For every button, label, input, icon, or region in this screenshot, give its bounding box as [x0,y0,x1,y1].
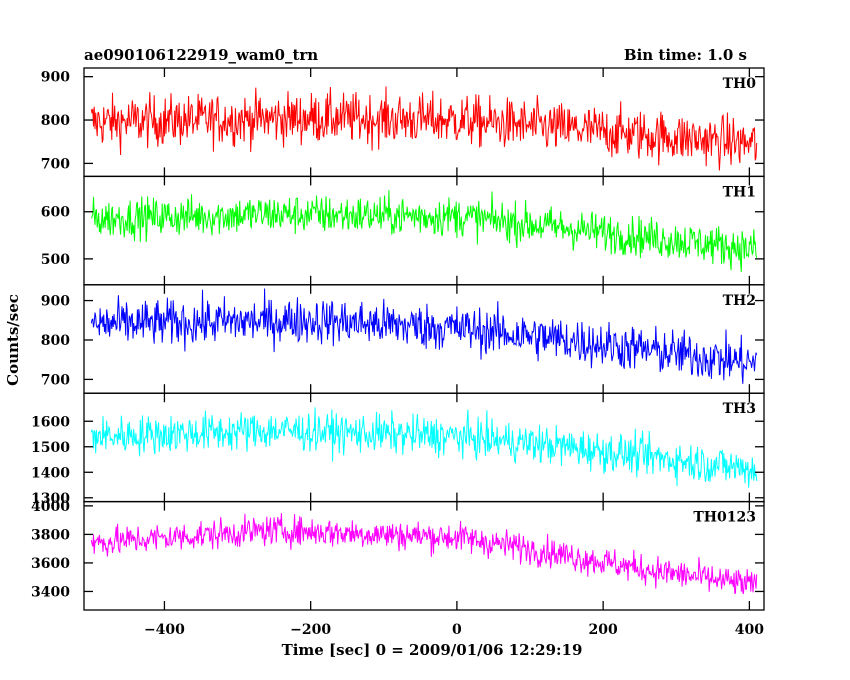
series-label-th0: TH0 [723,76,757,92]
series-line-th1 [90,190,758,273]
panel-frame [83,500,765,611]
chart-title: ae090106122919_wam0_trn [84,46,318,64]
bin-time-label: Bin time: 1.0 s [624,46,747,64]
series-line-th2 [90,288,758,384]
y-tick-label: 800 [41,333,70,349]
y-tick-label: 1500 [31,440,70,456]
y-tick-label: 3400 [31,584,70,600]
panel-frame [83,175,765,286]
y-tick-label: 3800 [31,527,70,543]
y-tick-label: 700 [41,156,70,172]
y-tick-label: 800 [41,113,70,129]
x-tick-label: 200 [589,622,618,638]
series-label-th2: TH2 [723,293,756,309]
y-tick-label: 1300 [31,491,70,507]
series-line-th3 [90,407,758,488]
y-tick-label: 4000 [31,499,70,515]
x-tick-label: 0 [452,622,462,638]
y-tick-label: 900 [41,294,70,310]
y-tick-label: 3600 [31,556,70,572]
series-label-th3: TH3 [723,401,756,417]
y-axis-label: Counts/sec [4,294,22,386]
panel-frame [83,392,765,503]
panels-group: 700 800 900 TH0 500 600 TH1 700 800 900 TH2 1300 140… [31,67,765,638]
y-tick-label: 600 [41,205,70,221]
x-tick-label: −200 [290,622,331,638]
x-tick-label: −400 [144,622,185,638]
y-tick-label: 1600 [31,414,70,430]
y-tick-label: 500 [41,252,70,268]
x-axis-label: Time [sec] 0 = 2009/01/06 12:29:19 [282,641,583,659]
x-tick-label: 400 [735,622,764,638]
series-label-th1: TH1 [723,184,756,200]
y-tick-label: 700 [41,372,70,388]
y-tick-label: 1400 [31,465,70,481]
series-line-th0123 [90,513,758,595]
series-label-th0123: TH0123 [693,510,756,526]
y-tick-label: 900 [41,70,70,86]
series-line-th0 [90,86,758,171]
